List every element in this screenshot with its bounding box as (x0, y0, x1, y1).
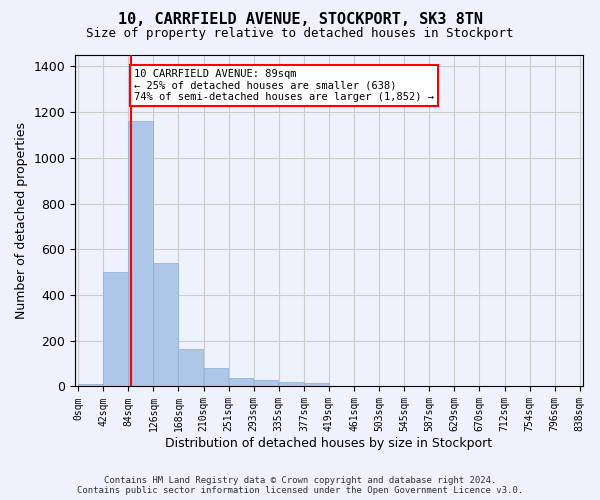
Text: Size of property relative to detached houses in Stockport: Size of property relative to detached ho… (86, 28, 514, 40)
Text: 10 CARRFIELD AVENUE: 89sqm
← 25% of detached houses are smaller (638)
74% of sem: 10 CARRFIELD AVENUE: 89sqm ← 25% of deta… (134, 68, 434, 102)
Text: 10, CARRFIELD AVENUE, STOCKPORT, SK3 8TN: 10, CARRFIELD AVENUE, STOCKPORT, SK3 8TN (118, 12, 482, 28)
Bar (78, 384, 103, 386)
Text: Contains HM Land Registry data © Crown copyright and database right 2024.
Contai: Contains HM Land Registry data © Crown c… (77, 476, 523, 495)
X-axis label: Distribution of detached houses by size in Stockport: Distribution of detached houses by size … (166, 437, 493, 450)
Bar (304, 383, 329, 386)
Bar (128, 122, 153, 386)
Bar (203, 368, 229, 386)
Bar (103, 272, 128, 386)
Bar (178, 349, 203, 387)
Y-axis label: Number of detached properties: Number of detached properties (15, 122, 28, 319)
Bar (154, 263, 178, 386)
Bar (229, 378, 253, 386)
Bar (254, 380, 278, 386)
Bar (279, 382, 304, 386)
